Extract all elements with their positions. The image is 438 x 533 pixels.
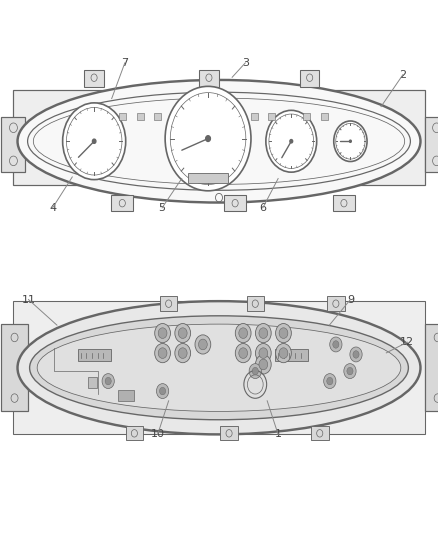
Ellipse shape (18, 301, 420, 434)
Bar (137, 114, 144, 120)
Bar (303, 114, 310, 120)
Text: 3: 3 (242, 58, 249, 68)
Bar (118, 390, 134, 401)
Bar (300, 70, 319, 87)
Circle shape (102, 374, 114, 389)
Circle shape (195, 335, 211, 354)
Text: 7: 7 (121, 58, 128, 68)
Bar (85, 70, 104, 87)
Bar (311, 426, 328, 440)
Ellipse shape (37, 324, 401, 411)
Circle shape (175, 343, 191, 362)
Circle shape (279, 348, 288, 358)
Bar (1, 325, 28, 411)
Circle shape (105, 377, 111, 385)
Circle shape (252, 367, 258, 375)
Bar (224, 195, 246, 211)
Ellipse shape (18, 80, 420, 203)
Circle shape (63, 103, 126, 180)
Bar (78, 350, 111, 361)
Circle shape (353, 351, 359, 358)
Circle shape (276, 343, 291, 362)
Ellipse shape (30, 316, 408, 420)
Text: 6: 6 (259, 203, 266, 213)
Bar (276, 350, 308, 361)
Bar (111, 195, 133, 211)
Circle shape (178, 348, 187, 358)
Bar (251, 114, 258, 120)
Circle shape (249, 364, 261, 378)
Circle shape (334, 121, 367, 161)
Bar (247, 296, 264, 311)
Circle shape (350, 347, 362, 362)
Circle shape (158, 348, 167, 358)
Bar (119, 114, 126, 120)
Bar (333, 195, 355, 211)
Circle shape (155, 324, 170, 343)
Circle shape (155, 343, 170, 362)
Circle shape (327, 377, 333, 385)
Circle shape (330, 337, 342, 352)
Circle shape (279, 328, 288, 338)
Bar (154, 114, 161, 120)
Bar (126, 426, 143, 440)
Circle shape (259, 359, 268, 370)
Circle shape (239, 328, 247, 338)
Circle shape (276, 324, 291, 343)
Circle shape (235, 324, 251, 343)
Bar (199, 70, 219, 87)
Circle shape (350, 140, 351, 142)
Circle shape (92, 139, 96, 143)
Bar (424, 117, 438, 172)
Text: 9: 9 (347, 295, 354, 304)
Circle shape (255, 324, 271, 343)
Circle shape (178, 328, 187, 338)
Bar (88, 377, 97, 388)
Text: 5: 5 (159, 203, 166, 213)
Text: 12: 12 (400, 337, 414, 347)
Bar (14, 301, 424, 434)
Text: 10: 10 (151, 430, 165, 439)
Text: 1: 1 (275, 430, 282, 439)
Bar (220, 426, 238, 440)
Circle shape (206, 136, 210, 141)
Circle shape (344, 364, 356, 378)
Bar (327, 296, 345, 311)
Bar (160, 296, 177, 311)
Circle shape (159, 387, 166, 395)
Circle shape (255, 355, 271, 374)
Circle shape (198, 339, 207, 350)
Bar (13, 91, 425, 185)
Circle shape (156, 384, 169, 399)
Circle shape (175, 324, 191, 343)
Circle shape (158, 328, 167, 338)
Circle shape (290, 140, 293, 143)
Bar (188, 173, 228, 183)
Bar (1, 117, 25, 172)
Circle shape (235, 343, 251, 362)
Text: 2: 2 (399, 70, 406, 79)
Circle shape (266, 110, 317, 172)
Text: 4: 4 (49, 203, 56, 213)
Circle shape (255, 343, 271, 362)
Circle shape (347, 367, 353, 375)
Circle shape (324, 374, 336, 389)
Circle shape (239, 348, 247, 358)
Circle shape (259, 328, 268, 338)
Bar (424, 325, 438, 411)
Bar (268, 114, 275, 120)
Circle shape (259, 348, 268, 358)
Text: 11: 11 (21, 295, 35, 304)
Bar (321, 114, 328, 120)
Circle shape (165, 86, 251, 191)
Circle shape (333, 341, 339, 348)
